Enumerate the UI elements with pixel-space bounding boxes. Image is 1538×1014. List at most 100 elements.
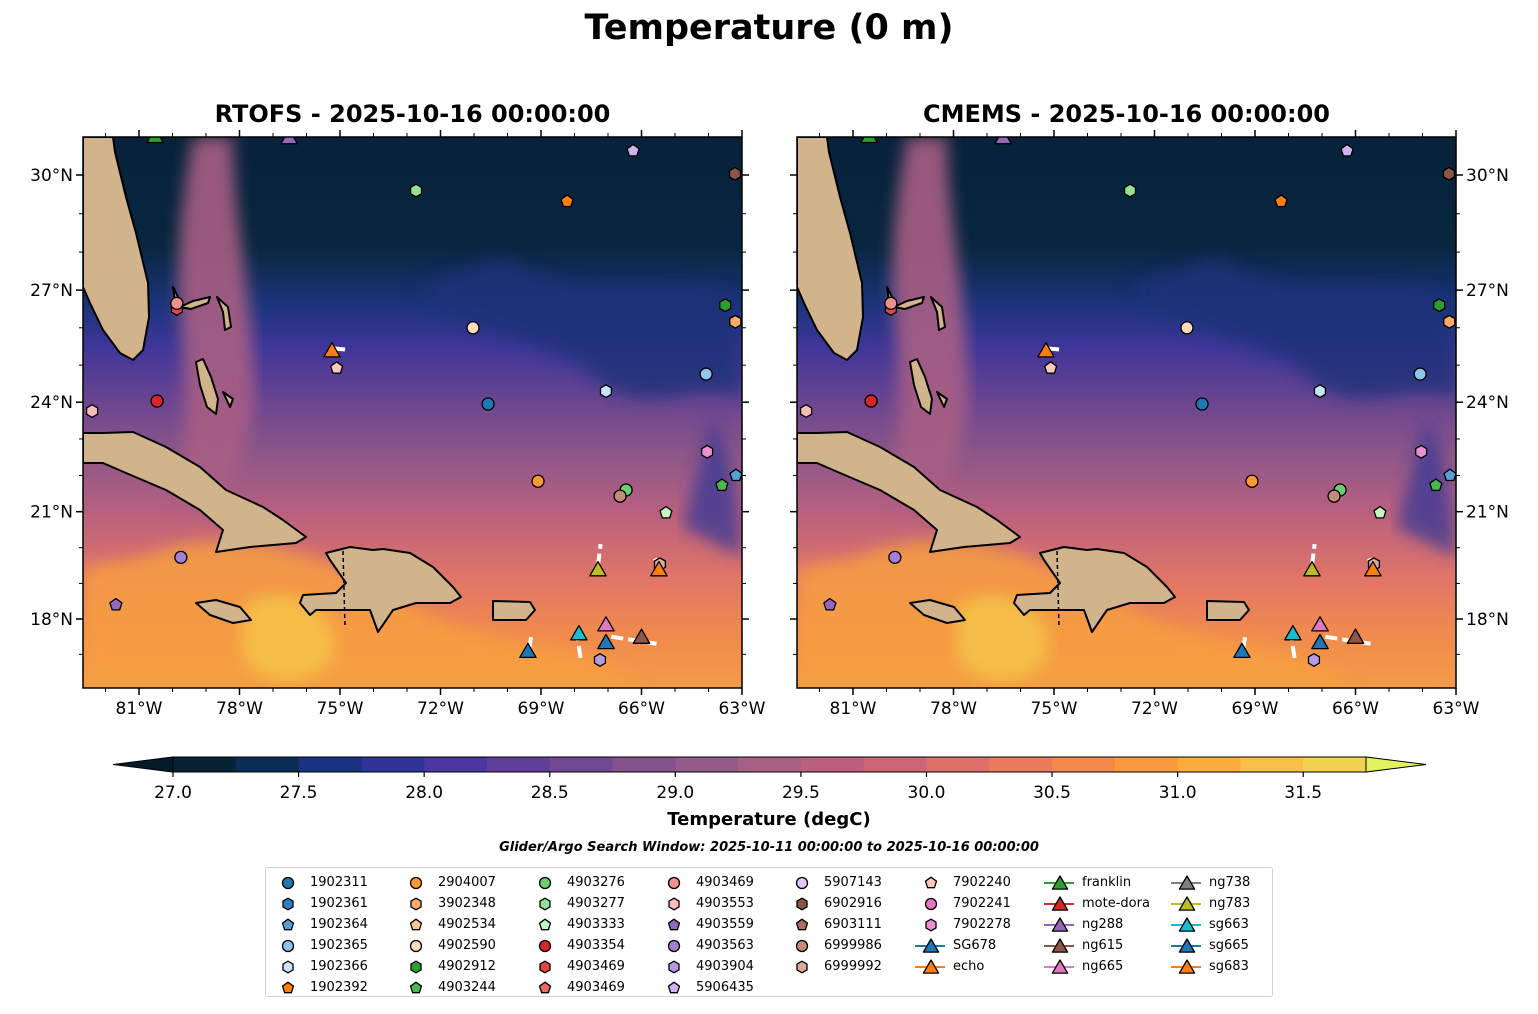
legend-item-6902916: 6902916 (784, 893, 882, 913)
legend-item-1902361: 1902361 (270, 893, 368, 913)
hexagon-marker-icon (539, 960, 551, 974)
legend-label: 2904007 (438, 874, 496, 890)
legend-marker (795, 876, 809, 890)
legend-label: 4903354 (567, 937, 625, 953)
legend-label: 4903244 (438, 979, 496, 995)
marker-franklin (860, 137, 878, 144)
legend-marker (1178, 896, 1196, 911)
legend-label: 7902278 (953, 916, 1011, 932)
marker-7902278 (701, 444, 714, 459)
triangle-marker-icon (1171, 875, 1201, 890)
legend-marker (922, 959, 940, 974)
lat-tick-label: 18°N (30, 610, 73, 630)
colorbar-over-extension (1365, 756, 1427, 773)
legend-label: 3902348 (438, 895, 496, 911)
hexagon-marker-icon (796, 897, 808, 911)
marker-1902392 (1274, 194, 1288, 208)
colorbar-bin (361, 757, 425, 772)
legend-label: 1902311 (310, 874, 368, 890)
hexagon-marker-icon (668, 960, 680, 974)
marker-6902916 (1442, 166, 1456, 181)
marker-4902590 (1180, 321, 1194, 335)
legend-item-4902590: 4902590 (398, 935, 496, 955)
legend-label: ng665 (1082, 958, 1124, 974)
legend-marker (925, 918, 937, 932)
legend-marker (282, 960, 294, 974)
marker-1902364 (729, 468, 742, 482)
marker-7902240 (330, 361, 344, 374)
marker-ng783 (1303, 560, 1321, 577)
marker-7902278 (1415, 444, 1428, 459)
colorbar-label: Temperature (degC) (667, 809, 871, 830)
legend-marker (922, 938, 940, 953)
legend-item-4903469: 4903469 (656, 872, 754, 892)
marker-ng615 (1346, 628, 1365, 644)
lon-tick-label: 78°W (930, 699, 977, 719)
marker-4903333 (659, 505, 673, 519)
pentagon-marker-icon (409, 981, 423, 994)
legend-item-3902348: 3902348 (398, 893, 496, 913)
legend-item-ng665: ng665 (1042, 956, 1123, 976)
lat-tick-label: 24°N (1466, 393, 1509, 413)
circle-marker-icon (409, 939, 423, 953)
colorbar-bin (173, 757, 237, 772)
marker-SG678 (1233, 642, 1251, 659)
legend-label: 6999992 (824, 958, 882, 974)
lat-tick-label: 30°N (1466, 166, 1509, 186)
lon-tick-label: 63°W (1433, 699, 1480, 719)
marker-1902366 (599, 384, 613, 399)
legend-marker (1051, 896, 1069, 911)
legend-item-mote-dora: mote-dora (1042, 893, 1150, 913)
colorbar-bin (738, 757, 802, 772)
lon-tick-label: 66°W (618, 699, 665, 719)
legend-marker (1178, 959, 1196, 974)
legend-label: 1902365 (310, 937, 368, 953)
marker-4903469 (884, 296, 898, 310)
legend-item-4903244: 4903244 (398, 977, 496, 997)
marker-4903559 (109, 597, 123, 611)
legend-label: 4903563 (696, 937, 754, 953)
marker-4902912 (719, 298, 732, 313)
hexagon-marker-icon (410, 960, 422, 974)
legend-item-1902392: 1902392 (270, 977, 368, 997)
legend-item-4903277: 4903277 (527, 893, 625, 913)
legend-marker (667, 918, 681, 931)
legend-label: 6999986 (824, 937, 882, 953)
figure-title: Temperature (0 m) (584, 8, 954, 48)
marker-1902392 (560, 194, 574, 208)
marker-ng665 (597, 616, 615, 632)
map-panel-rtofs: 81°W 78°W 75°W 72°W 69°W 66°W 63°W 30°N 27°N 24°N… (30, 130, 766, 719)
marker-4903244 (1429, 478, 1443, 492)
marker-ng783 (589, 560, 607, 577)
marker-4903277 (409, 183, 423, 198)
legend-marker (1051, 875, 1069, 890)
colorbar-tick-label: 30.5 (1033, 783, 1071, 803)
legend-label: 4903276 (567, 874, 625, 890)
colorbar-under-extension (112, 756, 174, 773)
marker-4903333 (1373, 505, 1387, 519)
legend-label: sg665 (1209, 937, 1249, 953)
legend-label: 6902916 (824, 895, 882, 911)
marker-4903563 (888, 550, 902, 565)
legend-label: 4903277 (567, 895, 625, 911)
legend-marker (281, 876, 295, 890)
legend-item-6903111: 6903111 (784, 914, 882, 934)
lat-tick-label: 30°N (30, 166, 73, 186)
legend-item-5906435: 5906435 (656, 977, 754, 997)
marker-4902912 (1433, 298, 1446, 313)
legend-item-sg665: sg665 (1169, 935, 1249, 955)
marker-2904007 (1245, 474, 1259, 488)
legend-label: 5906435 (696, 979, 754, 995)
legend-item-sg663: sg663 (1169, 914, 1249, 934)
legend-label: sg663 (1209, 916, 1249, 932)
marker-5906435 (626, 143, 640, 157)
triangle-marker-icon (1044, 896, 1074, 911)
marker-sg663 (570, 624, 588, 641)
triangle-marker-icon (1044, 917, 1074, 932)
lon-tick-label: 72°W (417, 699, 464, 719)
legend-item-ng738: ng738 (1169, 872, 1250, 892)
legend-marker (1178, 938, 1196, 953)
legend-item-4903553: 4903553 (656, 893, 754, 913)
legend-marker (667, 981, 681, 994)
legend-label: franklin (1082, 874, 1132, 890)
